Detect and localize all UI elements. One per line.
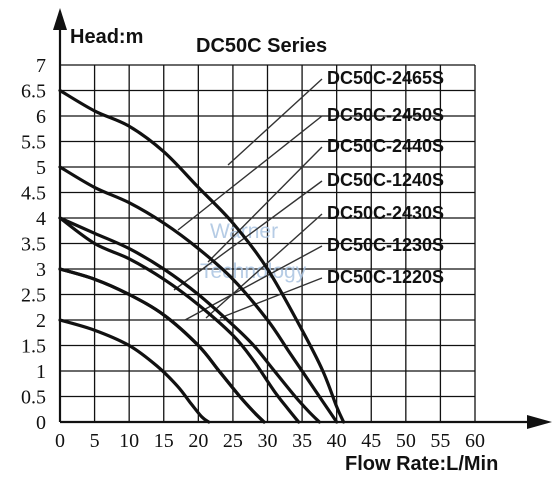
y-tick-label: 0.5 [21,387,46,409]
legend-leader-line [207,146,323,263]
x-tick-label: 55 [430,430,450,452]
chart-axes [53,8,552,429]
series-line [58,216,301,424]
x-tick-label: 15 [154,430,174,452]
x-tick-label: 20 [188,430,208,452]
y-tick-label: 1 [36,361,46,383]
x-tick-label: 5 [90,430,100,452]
y-axis-label: Head:m [70,26,143,48]
watermark-line: Technology [200,260,307,283]
legend: DC50C-2465S DC50C-2450S DC50C-2440S DC50C-1… [327,68,444,287]
y-tick-label: 5.5 [21,132,46,154]
x-axis-label: Flow Rate:L/Min [345,453,498,475]
legend-leader-line [227,78,323,166]
x-tick-label: 10 [119,430,139,452]
y-tick-label: 3 [36,259,46,281]
series-line [58,216,321,424]
series-line [58,88,346,424]
x-tick-label: 35 [292,430,312,452]
legend-entry: DC50C-2465S [327,68,444,88]
legend-leader-lines [173,78,323,321]
chart-title: DC50C Series [196,35,327,57]
y-tick-label: 4.5 [21,183,46,205]
y-tick-label: 2.5 [21,285,46,307]
legend-leader-line [219,277,323,319]
series-line [58,267,266,424]
y-tick-label: 3.5 [21,234,46,256]
y-tick-label: 0 [36,412,46,434]
legend-entry: DC50C-1220S [327,267,444,287]
x-axis-arrow [527,415,552,429]
y-tick-label: 7 [36,55,46,77]
x-tick-label: 45 [361,430,381,452]
series-curves [58,88,346,424]
y-tick-label: 5 [36,157,46,179]
y-tick-label: 2 [36,310,46,332]
x-tick-label: 25 [223,430,243,452]
tick-labels: 0 5 10 15 20 25 30 35 40 45 50 55 6000.511.522.533.5… [21,55,485,452]
x-tick-label: 30 [258,430,278,452]
y-tick-label: 1.5 [21,336,46,358]
legend-entry: DC50C-1230S [327,235,444,255]
series-line [58,165,339,424]
legend-entry: DC50C-1240S [327,170,444,190]
x-tick-label: 60 [465,430,485,452]
legend-entry: DC50C-2450S [327,105,444,125]
series-line [58,318,211,424]
y-axis-arrow [53,8,67,30]
watermark: Warner Technology [200,220,307,283]
y-tick-label: 6.5 [21,81,46,103]
y-tick-label: 4 [36,208,46,230]
legend-entry: DC50C-2430S [327,203,444,223]
x-tick-label: 50 [396,430,416,452]
watermark-line: Warner [210,220,278,243]
y-tick-label: 6 [36,106,46,128]
legend-entry: DC50C-2440S [327,136,444,156]
legend-leader-line [173,180,323,291]
x-tick-label: 40 [327,430,347,452]
legend-leader-line [177,115,323,231]
legend-leader-line [184,245,323,321]
x-tick-label: 0 [55,430,65,452]
